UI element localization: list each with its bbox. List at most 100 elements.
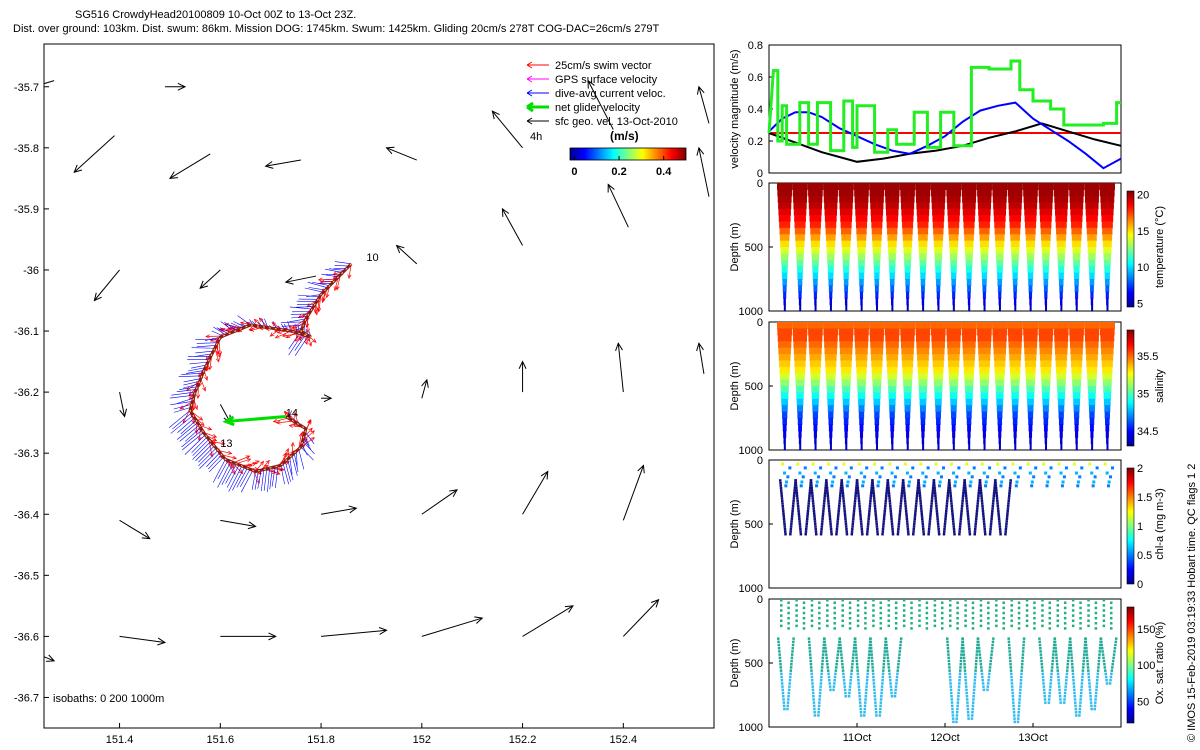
- chla-point: [998, 520, 1001, 523]
- oxygen-point: [1098, 647, 1102, 650]
- oxygen-point: [1058, 691, 1062, 695]
- chla-point: [853, 507, 856, 510]
- temperature-profile-point: [1075, 291, 1079, 299]
- oxygen-point: [826, 604, 829, 607]
- oxygen-point: [959, 663, 962, 666]
- temperature-profile-point: [812, 272, 819, 280]
- temperature-profile-point: [1025, 234, 1036, 242]
- salinity-profile-point: [782, 418, 787, 425]
- chla-point: [931, 489, 935, 492]
- chla-point: [789, 532, 792, 536]
- oxygen-point: [1069, 640, 1072, 644]
- temperature-profile-point: [829, 304, 832, 312]
- chla-point: [811, 462, 815, 466]
- chla-point: [832, 475, 836, 479]
- temperature-profile-point: [855, 215, 868, 222]
- temperature-profile-point: [825, 234, 836, 242]
- oxygen-point: [1063, 611, 1067, 615]
- chla-point: [824, 489, 827, 492]
- oxygen-point: [962, 647, 965, 650]
- salinity-profile-point: [812, 398, 819, 406]
- chla-point: [1026, 462, 1030, 466]
- oxygen-point: [1025, 604, 1029, 607]
- chla-point: [1034, 466, 1038, 470]
- oxygen-point: [853, 637, 857, 640]
- chla-point: [976, 497, 980, 500]
- salinity-profile-point: [814, 437, 817, 445]
- salinity-profile-point: [808, 334, 823, 342]
- salinity-profile-point: [795, 373, 805, 381]
- temperature-profile-point: [839, 208, 853, 216]
- chla-point: [958, 527, 962, 531]
- salinity-profile-point: [1090, 437, 1094, 445]
- chla-point: [968, 530, 971, 533]
- dac-vector: [217, 461, 232, 488]
- chla-point: [1060, 484, 1064, 488]
- map-x-tick-label: 152: [413, 734, 431, 746]
- oxygen-point: [941, 627, 944, 630]
- chla-point: [944, 512, 948, 515]
- oxygen-point: [948, 675, 952, 679]
- oxygen-point: [995, 604, 998, 607]
- temperature-profile-point: [994, 234, 1005, 242]
- chla-point: [817, 475, 821, 479]
- sfc-velocity-arrow: [119, 519, 151, 540]
- temperature-profile-point: [1040, 221, 1052, 229]
- temperature-profile-point: [919, 266, 926, 274]
- swim-vector: [236, 458, 252, 465]
- salinity-profile-point: [1044, 437, 1048, 445]
- temperature-profile-point: [783, 304, 786, 312]
- oxygen-point: [1108, 682, 1112, 685]
- chla-point: [927, 527, 931, 531]
- salinity-profile-point: [869, 322, 885, 329]
- temperature-profile-point: [1057, 259, 1065, 267]
- chla-point: [974, 520, 978, 523]
- oxygen-point: [1100, 647, 1104, 650]
- oxygen-point: [1017, 606, 1021, 610]
- chla-point: [946, 494, 949, 498]
- net-glider-velocity-arrow: [222, 415, 286, 427]
- salinity-profile-point: [1089, 411, 1095, 419]
- chla-point: [805, 520, 809, 523]
- temperature-profile-point: [905, 279, 910, 286]
- salinity-profile-point: [872, 386, 881, 393]
- temperature-profile-point: [946, 195, 961, 203]
- temperature-profile-point: [949, 253, 958, 261]
- dac-vector: [232, 466, 245, 491]
- oxygen-point: [987, 606, 990, 610]
- chla-point: [996, 507, 1000, 510]
- chla-point: [823, 497, 826, 500]
- salinity-profile-point: [781, 405, 788, 413]
- oxygen-point: [950, 698, 953, 701]
- dac-vector: [169, 394, 195, 399]
- chla-point: [978, 479, 982, 482]
- oxygen-point: [1064, 682, 1068, 685]
- oxygen-point: [1087, 604, 1090, 607]
- chla-point: [857, 492, 860, 495]
- oxygen-point: [869, 647, 873, 650]
- chla-point: [783, 527, 787, 531]
- oxygen-point: [881, 679, 884, 682]
- chla-point: [975, 515, 978, 518]
- oxygen-point: [1008, 656, 1012, 660]
- salinity-profile-point: [979, 373, 990, 381]
- temperature-profile-point: [901, 215, 914, 222]
- chla-point: [953, 530, 956, 533]
- salinity-profile-point: [921, 437, 925, 445]
- chla-point: [812, 504, 815, 508]
- temperature-profile-point: [1028, 285, 1033, 293]
- chla-point: [783, 471, 786, 475]
- oxygen-point: [1093, 704, 1097, 708]
- temperature-profile-point: [810, 234, 821, 242]
- oxygen-point: [974, 663, 978, 666]
- temperature-profile-point: [839, 202, 853, 210]
- oxygen-point: [1043, 695, 1046, 698]
- chla-point: [982, 515, 985, 518]
- temperature-profile-point: [1101, 215, 1114, 222]
- sfc-velocity-arrow: [220, 632, 277, 641]
- salinity-profile-point: [854, 334, 869, 342]
- oxygen-point: [1020, 675, 1023, 679]
- oxygen-point: [866, 675, 869, 679]
- velocity-series-line: [767, 59, 1121, 154]
- salinity-profile-point: [916, 347, 930, 355]
